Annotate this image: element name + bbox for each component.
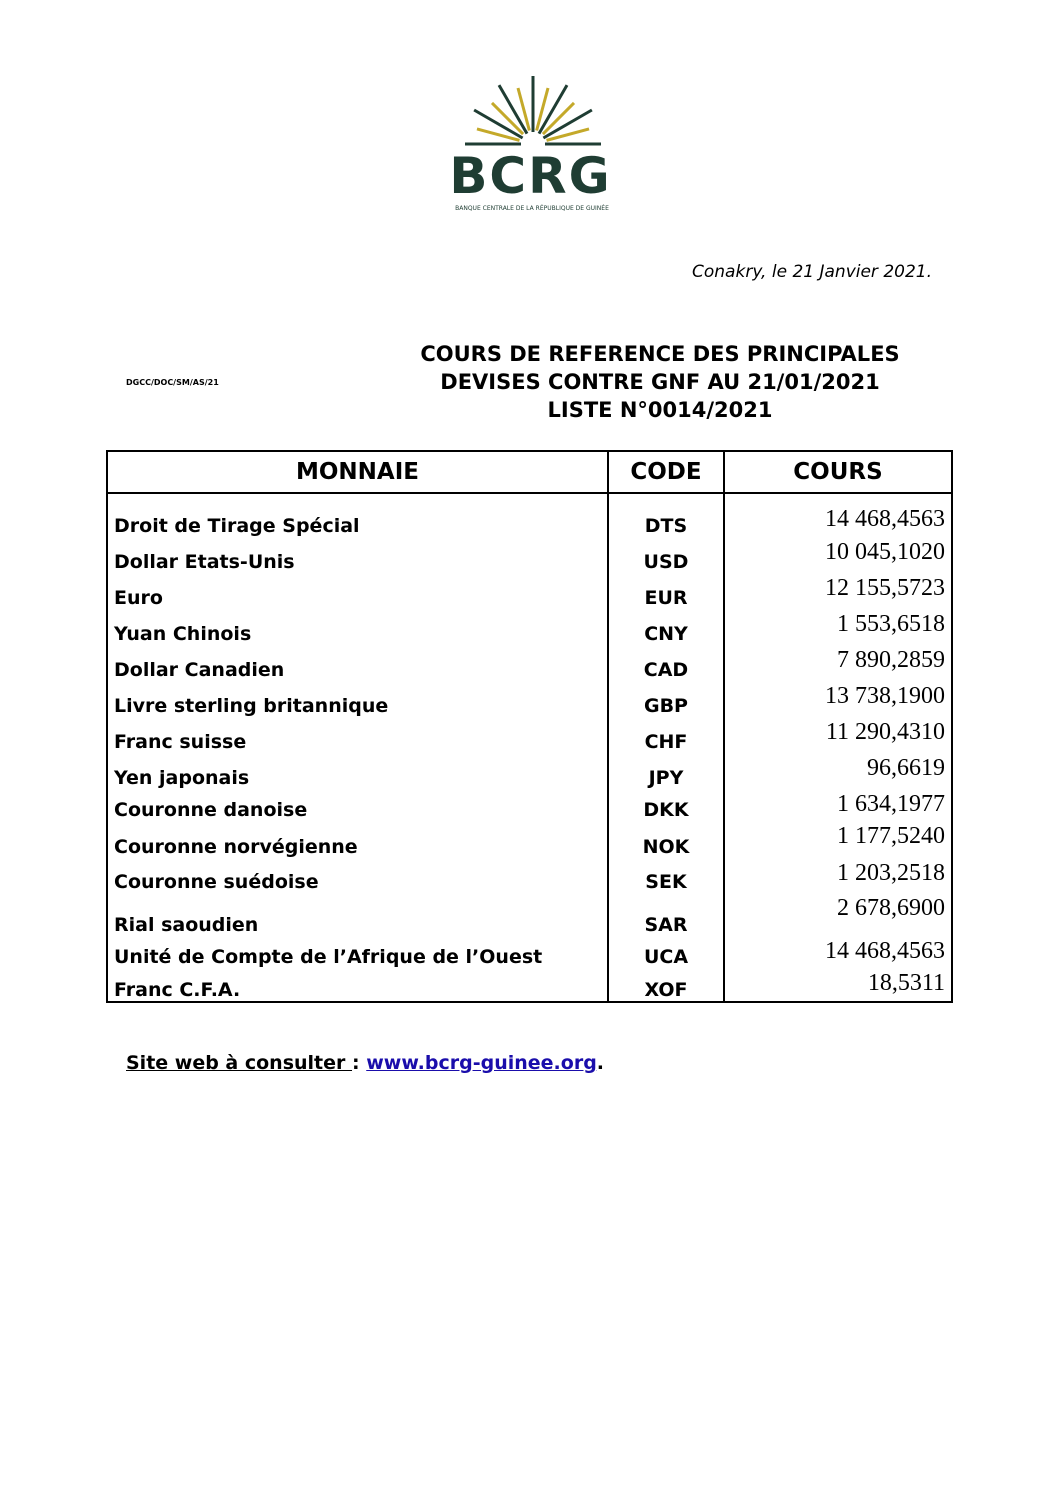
currency-name: Couronne danoise [106, 789, 608, 821]
logo-ray [535, 87, 550, 131]
colon: : [352, 1052, 367, 1074]
table-row: Unité de Compte de l’Afrique de l’Ouest U… [106, 936, 953, 968]
currency-code: CHF [607, 717, 725, 753]
currency-code: NOK [607, 821, 725, 858]
exchange-rate: 13 738,1900 [724, 681, 953, 717]
table-row: Rial saoudien SAR 2 678,6900 [106, 893, 953, 936]
table-row: Couronne danoise DKK 1 634,1977 [106, 789, 953, 821]
currency-name: Franc C.F.A. [106, 968, 608, 1003]
exchange-rate: 12 155,5723 [724, 573, 953, 609]
currency-name: Droit de Tirage Spécial [106, 493, 608, 537]
table-row: Yen japonais JPY 96,6619 [106, 753, 953, 789]
logo-ray [537, 84, 569, 135]
table-row: Franc suisse CHF 11 290,4310 [106, 717, 953, 753]
table-row: Couronne norvégienne NOK 1 177,5240 [106, 821, 953, 858]
logo-ray [542, 108, 593, 140]
website-line: Site web à consulter : www.bcrg-guinee.o… [126, 1052, 604, 1074]
exchange-rate: 14 468,4563 [724, 493, 953, 537]
table-row: Livre sterling britannique GBP 13 738,1900 [106, 681, 953, 717]
exchange-rate: 7 890,2859 [724, 645, 953, 681]
table-row: Euro EUR 12 155,5723 [106, 573, 953, 609]
currency-code: EUR [607, 573, 725, 609]
exchange-rate: 96,6619 [724, 753, 953, 789]
table-row: Dollar Etats-Unis USD 10 045,1020 [106, 537, 953, 573]
exchange-rate: 11 290,4310 [724, 717, 953, 753]
currency-code: SAR [607, 893, 725, 936]
currency-code: UCA [607, 936, 725, 968]
table-row: Yuan Chinois CNY 1 553,6518 [106, 609, 953, 645]
logo-ray [541, 101, 576, 136]
exchange-rate-table: MONNAIE CODE COURS Droit de Tirage Spéci… [106, 450, 953, 1003]
table-row: Franc C.F.A. XOF 18,5311 [106, 968, 953, 1003]
table-row: Couronne suédoise SEK 1 203,2518 [106, 858, 953, 893]
exchange-rate: 14 468,4563 [724, 936, 953, 968]
title-line-3: LISTE N°0014/2021 [547, 398, 773, 422]
currency-code: USD [607, 537, 725, 573]
title-line-1: COURS DE REFERENCE DES PRINCIPALES [420, 342, 900, 366]
currency-name: Yuan Chinois [106, 609, 608, 645]
currency-code: GBP [607, 681, 725, 717]
currency-name: Couronne norvégienne [106, 821, 608, 858]
currency-name: Couronne suédoise [106, 858, 608, 893]
title-line-2: DEVISES CONTRE GNF AU 21/01/2021 [440, 370, 880, 394]
header-cours: COURS [723, 450, 953, 494]
currency-code: XOF [607, 968, 725, 1003]
exchange-rate: 1 634,1977 [724, 789, 953, 821]
currency-name: Euro [106, 573, 608, 609]
table-row: Droit de Tirage Spécial DTS 14 468,4563 [106, 493, 953, 537]
currency-code: CAD [607, 645, 725, 681]
exchange-rate: 10 045,1020 [724, 537, 953, 573]
currency-code: DTS [607, 493, 725, 537]
currency-name: Dollar Canadien [106, 645, 608, 681]
date-line: Conakry, le 21 Janvier 2021. [692, 262, 932, 282]
currency-code: JPY [607, 753, 725, 789]
logo-text: BCRG [449, 147, 612, 205]
exchange-rate: 1 203,2518 [724, 858, 953, 893]
bcrg-logo-rays-icon [465, 76, 601, 146]
website-label: Site web à consulter [126, 1052, 353, 1074]
table-row: Dollar Canadien CAD 7 890,2859 [106, 645, 953, 681]
logo-ray [490, 101, 525, 136]
reference-number: DGCC/DOC/SM/AS/21 [126, 378, 219, 387]
currency-code: SEK [607, 858, 725, 893]
logo-ray [497, 84, 529, 135]
logo-ray [516, 87, 531, 131]
currency-name: Yen japonais [106, 753, 608, 789]
exchange-rate: 1 553,6518 [724, 609, 953, 645]
currency-code: CNY [607, 609, 725, 645]
currency-name: Franc suisse [106, 717, 608, 753]
period: . [596, 1052, 605, 1074]
exchange-rate: 2 678,6900 [724, 893, 953, 936]
currency-name: Livre sterling britannique [106, 681, 608, 717]
logo-ray [473, 108, 524, 140]
currency-code: DKK [607, 789, 725, 821]
header-monnaie: MONNAIE [106, 450, 609, 494]
exchange-rate: 18,5311 [724, 968, 953, 1003]
logo-subtitle: BANQUE CENTRALE DE LA RÉPUBLIQUE DE GUIN… [455, 205, 609, 212]
exchange-rate: 1 177,5240 [724, 821, 953, 858]
logo-ray [546, 127, 590, 142]
currency-name: Rial saoudien [106, 893, 608, 936]
currency-name: Dollar Etats-Unis [106, 537, 608, 573]
header-code: CODE [607, 450, 725, 494]
website-link[interactable]: www.bcrg-guinee.org [366, 1052, 597, 1074]
currency-name: Unité de Compte de l’Afrique de l’Ouest [106, 936, 608, 968]
logo-ray [476, 127, 520, 142]
